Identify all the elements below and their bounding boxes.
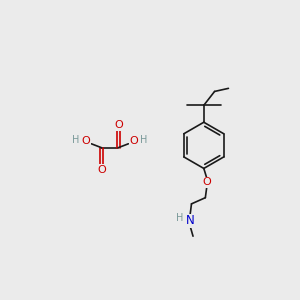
Text: H: H	[176, 213, 184, 223]
Text: O: O	[114, 120, 123, 130]
Text: O: O	[97, 165, 106, 175]
Text: O: O	[82, 136, 90, 146]
Text: H: H	[140, 135, 147, 145]
Text: O: O	[129, 136, 138, 146]
Text: O: O	[202, 177, 211, 187]
Text: H: H	[71, 135, 79, 145]
Text: N: N	[186, 214, 194, 227]
